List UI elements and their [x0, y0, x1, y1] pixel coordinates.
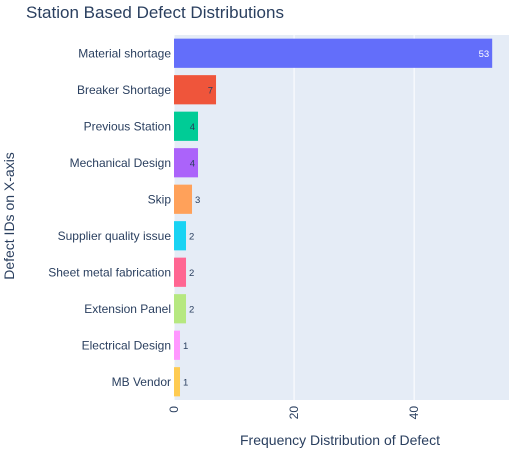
category-label: Extension Panel — [84, 302, 171, 316]
x-tick-labels: 0 20 40 — [167, 406, 421, 420]
category-label: Mechanical Design — [70, 156, 171, 170]
category-label: Material shortage — [78, 46, 171, 60]
data-label: 4 — [190, 122, 195, 133]
chart-title: Station Based Defect Distributions — [26, 3, 284, 22]
bar — [174, 39, 492, 68]
x-tick-label: 40 — [407, 406, 421, 420]
data-label: 1 — [183, 377, 188, 388]
bar — [174, 185, 192, 214]
data-label: 3 — [195, 195, 200, 206]
data-label: 7 — [208, 85, 213, 96]
category-label: Electrical Design — [82, 338, 171, 352]
bar — [174, 367, 180, 396]
bar — [174, 294, 186, 323]
category-labels: Material shortage Breaker Shortage Previou… — [48, 46, 171, 389]
bar — [174, 258, 186, 287]
x-axis-title: Frequency Distribution of Defect — [240, 432, 440, 448]
category-label: MB Vendor — [112, 375, 171, 389]
x-tick-label: 20 — [287, 406, 301, 420]
category-label: Previous Station — [84, 119, 171, 133]
category-label: Skip — [148, 192, 172, 206]
category-label: Breaker Shortage — [77, 83, 171, 97]
data-label: 2 — [189, 231, 194, 242]
y-axis-title: Defect IDs on X-axis — [1, 152, 17, 280]
data-label: 1 — [183, 341, 188, 352]
plot-area — [174, 35, 509, 400]
x-tick-label: 0 — [167, 406, 181, 413]
data-label: 2 — [189, 268, 194, 279]
category-label: Sheet metal fabrication — [48, 265, 171, 279]
data-label: 2 — [189, 304, 194, 315]
bar — [174, 221, 186, 250]
category-label: Supplier quality issue — [58, 229, 172, 243]
data-label: 4 — [190, 158, 195, 169]
bar — [174, 331, 180, 360]
data-label: 53 — [479, 49, 490, 60]
